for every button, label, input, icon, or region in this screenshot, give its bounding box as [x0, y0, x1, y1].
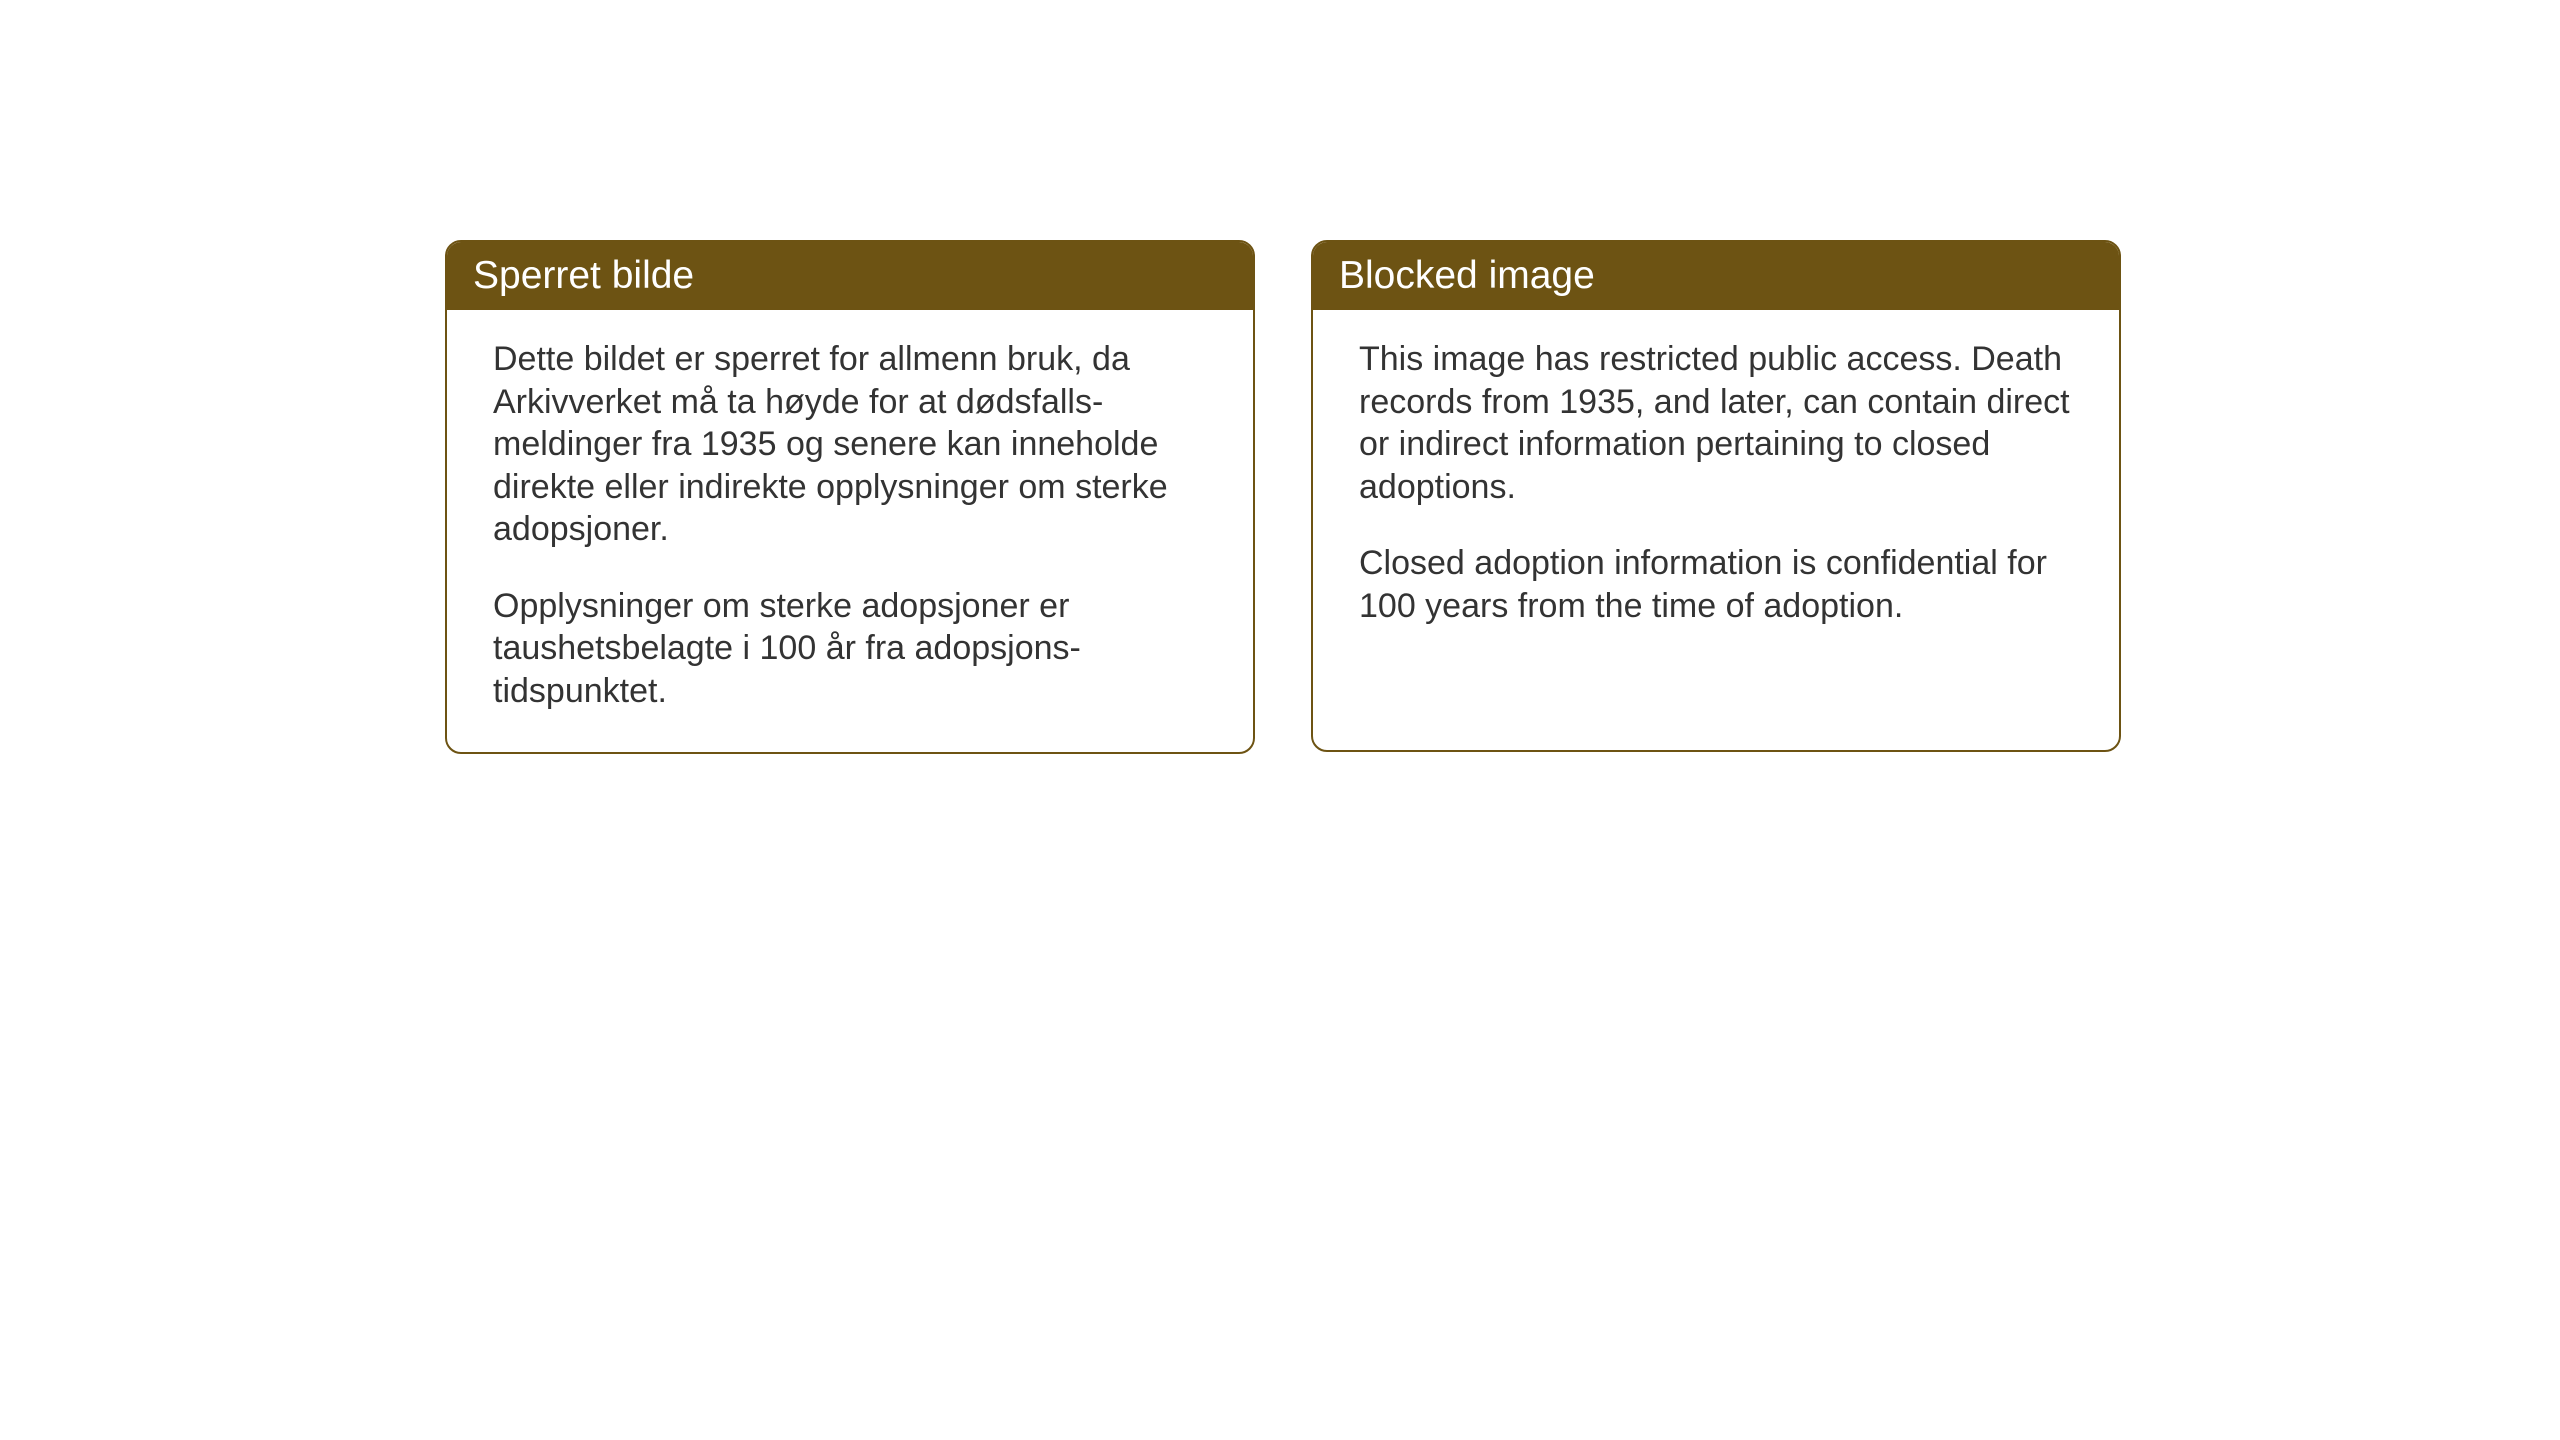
card-english-body: This image has restricted public access.… [1313, 310, 2119, 667]
card-norwegian: Sperret bilde Dette bildet er sperret fo… [445, 240, 1255, 754]
cards-container: Sperret bilde Dette bildet er sperret fo… [445, 240, 2121, 754]
card-norwegian-paragraph-2: Opplysninger om sterke adopsjoner er tau… [493, 585, 1207, 713]
card-english-header: Blocked image [1313, 242, 2119, 310]
card-norwegian-body: Dette bildet er sperret for allmenn bruk… [447, 310, 1253, 752]
card-english-paragraph-2: Closed adoption information is confident… [1359, 542, 2073, 627]
card-english-title: Blocked image [1339, 254, 1595, 297]
card-norwegian-header: Sperret bilde [447, 242, 1253, 310]
card-norwegian-paragraph-1: Dette bildet er sperret for allmenn bruk… [493, 338, 1207, 551]
card-english-paragraph-1: This image has restricted public access.… [1359, 338, 2073, 508]
card-norwegian-title: Sperret bilde [473, 254, 694, 297]
card-english: Blocked image This image has restricted … [1311, 240, 2121, 752]
